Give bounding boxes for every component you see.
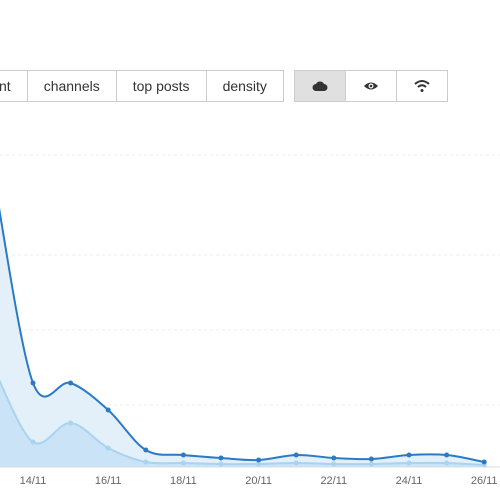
- eye-icon: [364, 82, 378, 90]
- data-point: [218, 461, 224, 467]
- data-point: [256, 461, 262, 467]
- data-point: [143, 459, 149, 465]
- data-point: [331, 455, 337, 461]
- tab-bar: nt channels top posts density: [0, 70, 284, 102]
- data-point: [406, 460, 412, 466]
- data-point: [481, 459, 487, 465]
- x-tick-label: 16/11: [95, 475, 122, 487]
- view-toggle: [294, 70, 448, 102]
- data-point: [293, 452, 299, 458]
- data-point: [218, 455, 224, 461]
- data-point: [444, 452, 450, 458]
- data-point: [143, 447, 149, 453]
- series-area: [0, 381, 485, 467]
- data-point: [256, 457, 262, 463]
- data-point: [68, 380, 74, 386]
- data-point: [30, 380, 36, 386]
- data-point: [331, 461, 337, 467]
- data-point: [293, 460, 299, 466]
- x-tick-label: 24/11: [396, 475, 423, 487]
- x-tick-label: 18/11: [170, 475, 197, 487]
- wifi-button[interactable]: [396, 70, 448, 102]
- cloud-icon: [312, 81, 328, 91]
- tab[interactable]: nt: [0, 70, 28, 102]
- tab[interactable]: channels: [26, 70, 117, 102]
- data-point: [180, 452, 186, 458]
- wifi-icon: [414, 80, 430, 92]
- cloud-button[interactable]: [294, 70, 346, 102]
- eye-button[interactable]: [345, 70, 397, 102]
- x-tick-label: 20/11: [245, 475, 272, 487]
- data-point: [368, 461, 374, 467]
- data-point: [368, 456, 374, 462]
- tab[interactable]: density: [205, 70, 284, 102]
- x-tick-label: 26/11: [471, 475, 498, 487]
- grid: [0, 154, 500, 406]
- data-point: [444, 460, 450, 466]
- x-tick-label: 22/11: [320, 475, 347, 487]
- data-point: [105, 445, 111, 451]
- data-point: [105, 407, 111, 413]
- x-tick-label: 14/11: [20, 475, 47, 487]
- data-point: [180, 460, 186, 466]
- data-point: [68, 420, 74, 426]
- data-point: [406, 452, 412, 458]
- data-point: [30, 439, 36, 445]
